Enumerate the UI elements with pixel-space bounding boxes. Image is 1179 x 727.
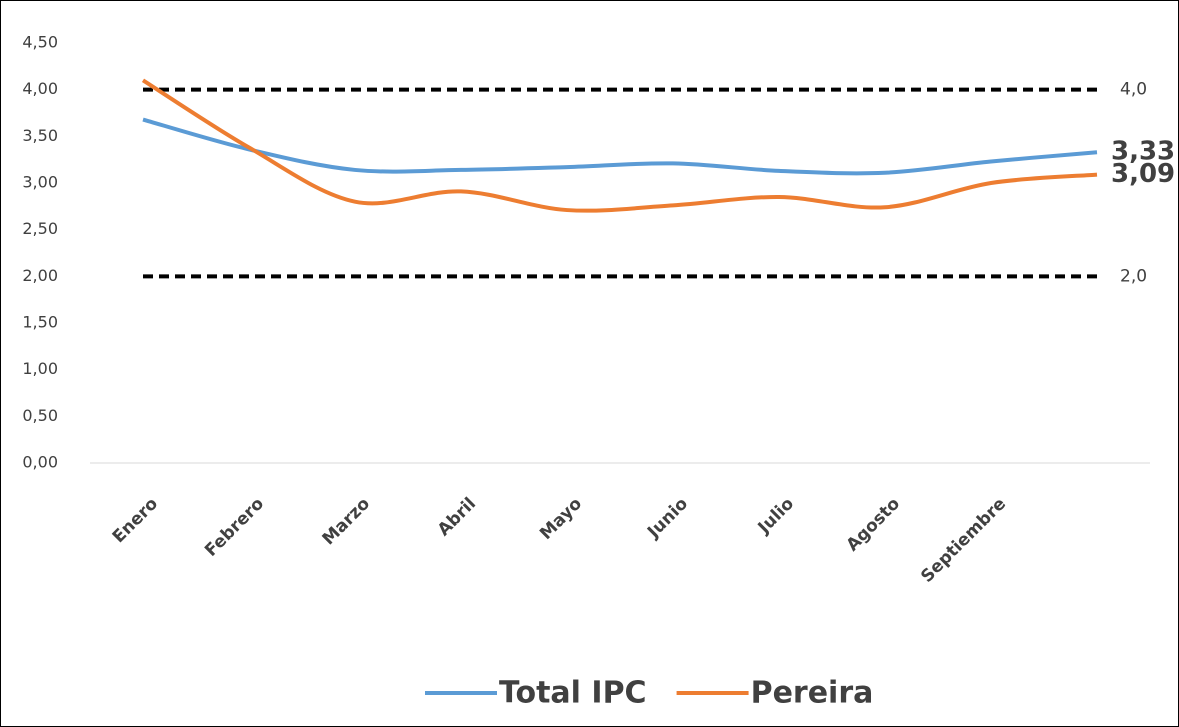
series-line: [142, 117, 1098, 176]
series-line: [141, 78, 1098, 213]
y-tick-label: 4,00: [22, 79, 58, 98]
y-tick-label: 3,50: [22, 126, 58, 145]
legend-label: Total IPC: [499, 676, 647, 711]
reference-label: 4,0: [1120, 80, 1147, 100]
y-tick-label: 0,00: [22, 453, 58, 472]
y-tick-label: 4,50: [22, 33, 58, 52]
data-label: 3,33: [1111, 137, 1175, 167]
y-tick-label: 2,00: [22, 266, 58, 285]
legend-label: Pereira: [751, 676, 874, 711]
y-tick-label: 0,50: [22, 406, 58, 425]
legend: Total IPC Pereira: [425, 676, 873, 711]
y-tick-label: 3,00: [22, 173, 58, 192]
reference-label: 2,0: [1120, 266, 1147, 286]
y-tick-label: 1,50: [22, 313, 58, 332]
y-tick-label: 2,50: [22, 219, 58, 238]
y-tick-label: 1,00: [22, 359, 58, 378]
data-label: 3,09: [1111, 159, 1175, 189]
